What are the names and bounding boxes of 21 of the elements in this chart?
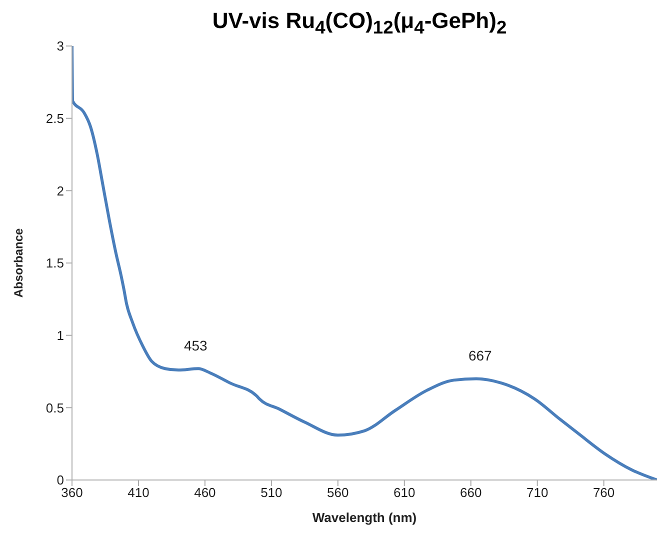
y-axis-title: Absorbance (11, 228, 26, 298)
x-tick-label: 610 (394, 485, 416, 500)
y-tick-label: 2.5 (46, 110, 64, 126)
x-tick-label: 560 (327, 485, 349, 500)
x-tick-label: 710 (526, 485, 548, 500)
y-tick-label: 0 (56, 472, 64, 488)
x-tick-label: 360 (61, 485, 83, 500)
y-tick-label: 2 (56, 183, 64, 198)
annotation: 667 (468, 348, 492, 364)
x-tick-label: 460 (194, 485, 216, 500)
x-axis-title: Wavelength (nm) (312, 510, 417, 525)
x-tick-label: 410 (128, 485, 150, 500)
y-tick-label: 3 (56, 38, 64, 54)
annotation: 453 (184, 338, 208, 354)
x-tick-label: 660 (460, 485, 482, 500)
y-tick-label: 1.5 (46, 256, 64, 271)
x-tick-label: 760 (592, 485, 615, 500)
y-tick-label: 0.5 (46, 400, 64, 416)
x-tick-label: 510 (260, 485, 282, 500)
chart-title: UV-vis Ru$_{4}$(CO)$_{12}$(μ$_{4}$-GePh)$_{2}$ (211, 8, 508, 38)
y-tick-label: 1 (56, 328, 64, 343)
